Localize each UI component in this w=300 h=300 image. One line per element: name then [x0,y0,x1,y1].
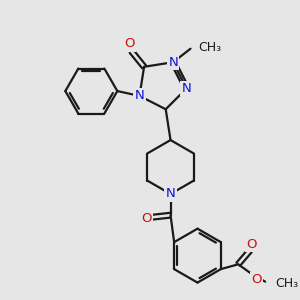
Text: O: O [124,37,135,50]
Text: N: N [182,82,191,95]
Text: CH₃: CH₃ [275,277,298,290]
Text: CH₃: CH₃ [198,41,221,54]
Text: N: N [135,89,144,102]
Text: O: O [246,238,257,250]
Text: O: O [251,273,262,286]
Text: N: N [168,56,178,69]
Text: N: N [166,188,176,200]
Text: O: O [141,212,152,225]
